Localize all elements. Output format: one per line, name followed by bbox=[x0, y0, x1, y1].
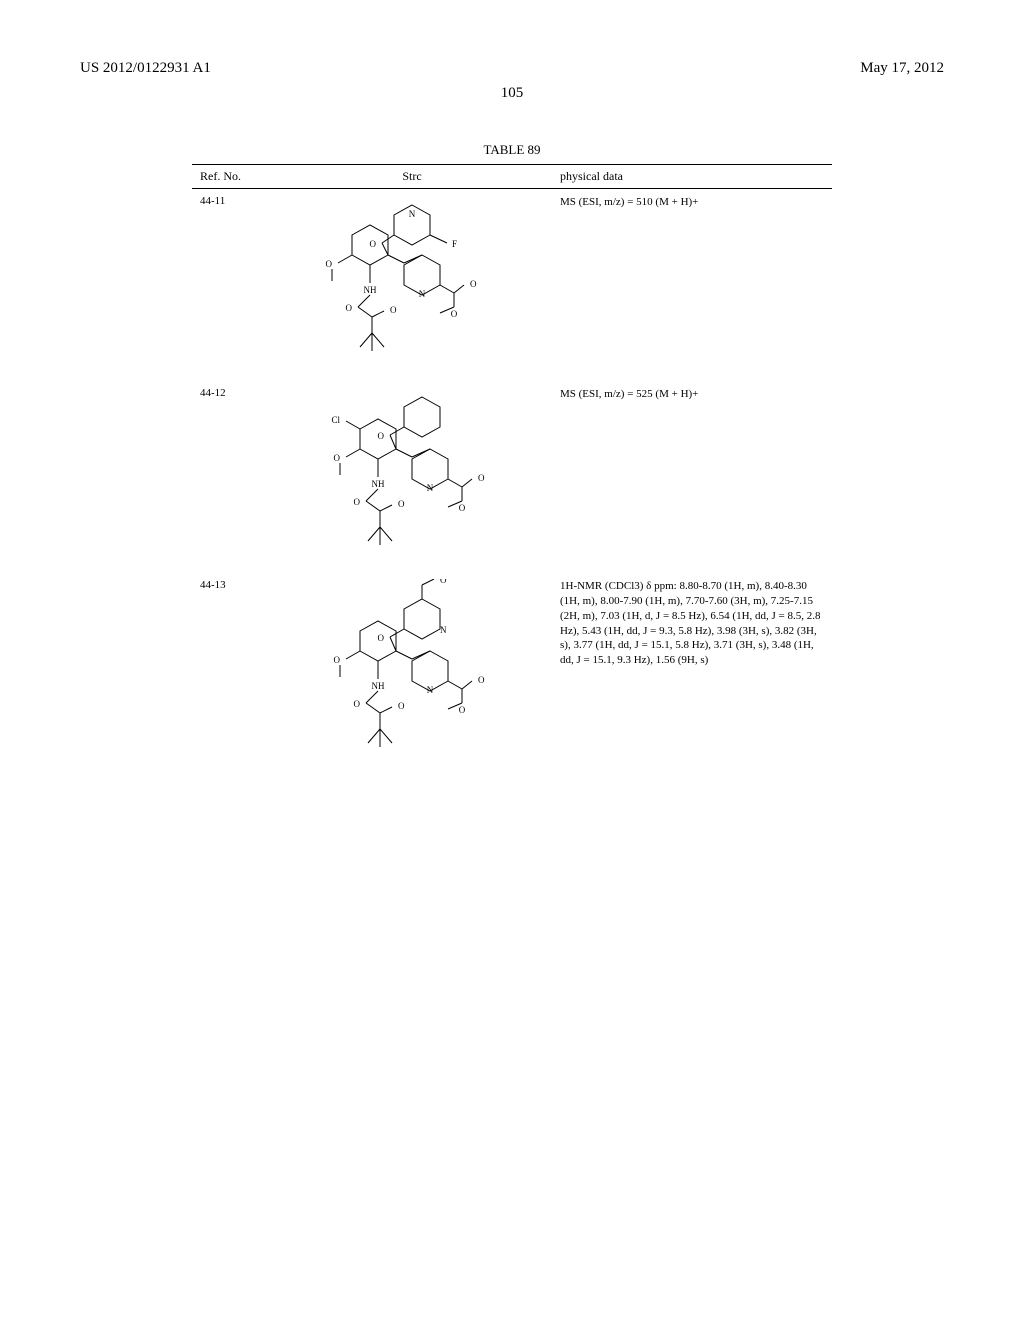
svg-text:O: O bbox=[470, 279, 477, 289]
svg-text:O: O bbox=[478, 675, 485, 685]
publication-date: May 17, 2012 bbox=[860, 60, 944, 77]
svg-text:O: O bbox=[354, 497, 361, 507]
svg-text:O: O bbox=[378, 633, 385, 643]
table-row: 44-13 O N O bbox=[192, 573, 832, 765]
table-header-row: Ref. No. Strc physical data bbox=[192, 165, 832, 189]
cell-physical-data: MS (ESI, m/z) = 510 (M + H)+ bbox=[552, 189, 832, 382]
svg-text:N: N bbox=[440, 625, 447, 635]
cell-structure: N F O N O bbox=[272, 189, 552, 382]
table-title: TABLE 89 bbox=[80, 142, 944, 158]
table-row: 44-12 O N bbox=[192, 381, 832, 573]
cell-ref-no: 44-11 bbox=[192, 189, 272, 382]
svg-text:O: O bbox=[459, 705, 466, 715]
chemical-structure-icon: O N O O bbox=[312, 387, 512, 567]
svg-text:O: O bbox=[354, 699, 361, 709]
svg-text:N: N bbox=[427, 483, 434, 493]
svg-text:N: N bbox=[427, 685, 434, 695]
publication-number: US 2012/0122931 A1 bbox=[80, 60, 211, 77]
cell-structure: O N O N O bbox=[272, 573, 552, 765]
cell-physical-data: 1H-NMR (CDCl3) δ ppm: 8.80-8.70 (1H, m),… bbox=[552, 573, 832, 765]
col-header-phys: physical data bbox=[552, 165, 832, 189]
cell-ref-no: 44-13 bbox=[192, 573, 272, 765]
cell-ref-no: 44-12 bbox=[192, 381, 272, 573]
svg-text:O: O bbox=[459, 503, 466, 513]
cell-physical-data: MS (ESI, m/z) = 525 (M + H)+ bbox=[552, 381, 832, 573]
svg-text:N: N bbox=[409, 209, 416, 219]
svg-text:Cl: Cl bbox=[331, 415, 340, 425]
svg-text:NH: NH bbox=[364, 285, 377, 295]
svg-text:O: O bbox=[390, 305, 397, 315]
svg-text:O: O bbox=[398, 701, 405, 711]
chemical-structure-icon: N F O N O bbox=[312, 195, 512, 375]
svg-text:O: O bbox=[440, 579, 447, 585]
page-header: US 2012/0122931 A1 May 17, 2012 bbox=[80, 60, 944, 77]
svg-text:O: O bbox=[334, 655, 341, 665]
svg-text:O: O bbox=[378, 431, 385, 441]
svg-text:NH: NH bbox=[372, 479, 385, 489]
svg-text:O: O bbox=[334, 453, 341, 463]
page-number: 105 bbox=[80, 85, 944, 102]
svg-text:O: O bbox=[451, 309, 458, 319]
data-table: Ref. No. Strc physical data 44-11 N F O bbox=[192, 164, 832, 765]
chemical-structure-icon: O N O N O bbox=[312, 579, 512, 759]
svg-text:O: O bbox=[370, 239, 377, 249]
svg-text:O: O bbox=[478, 473, 485, 483]
svg-text:O: O bbox=[398, 499, 405, 509]
svg-text:N: N bbox=[419, 289, 426, 299]
svg-text:O: O bbox=[326, 259, 333, 269]
svg-text:F: F bbox=[452, 239, 457, 249]
col-header-strc: Strc bbox=[272, 165, 552, 189]
svg-text:O: O bbox=[346, 303, 353, 313]
col-header-ref: Ref. No. bbox=[192, 165, 272, 189]
table-row: 44-11 N F O bbox=[192, 189, 832, 382]
cell-structure: O N O O bbox=[272, 381, 552, 573]
svg-text:NH: NH bbox=[372, 681, 385, 691]
